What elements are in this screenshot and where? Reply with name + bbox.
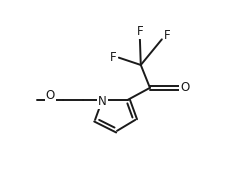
- Text: F: F: [137, 25, 143, 38]
- Text: F: F: [164, 29, 171, 42]
- Text: O: O: [180, 81, 189, 94]
- Text: F: F: [110, 51, 117, 64]
- Text: N: N: [98, 95, 107, 108]
- Text: O: O: [46, 89, 55, 102]
